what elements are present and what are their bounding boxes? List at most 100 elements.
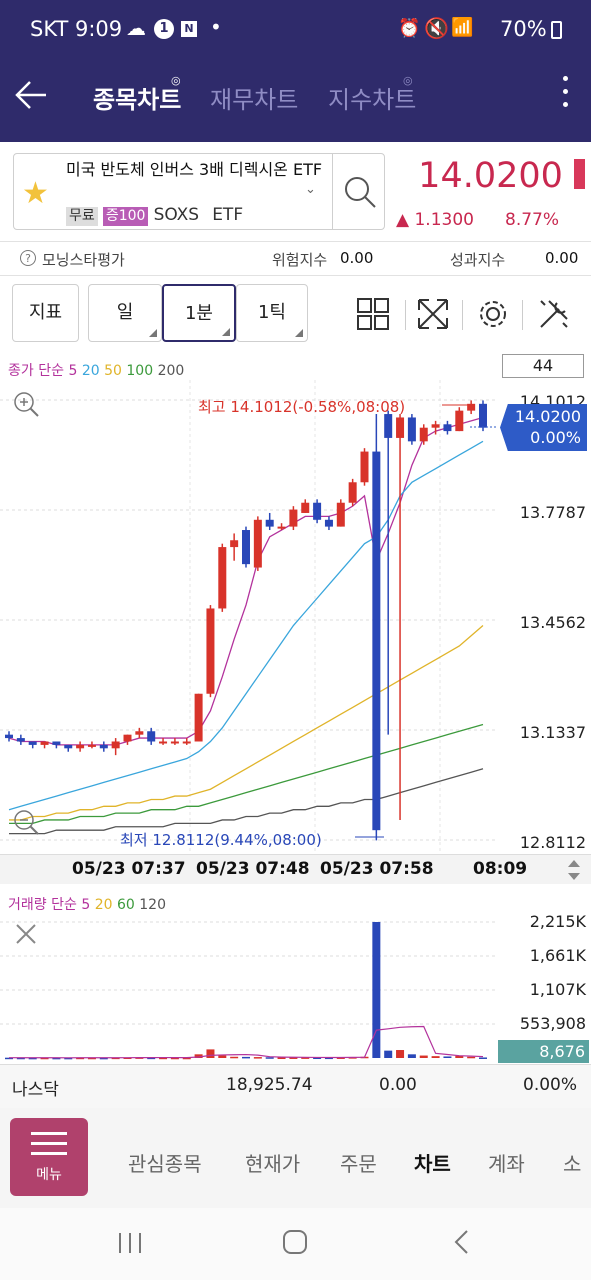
candle-body (479, 403, 487, 428)
legend-ma100: 100 (126, 363, 154, 379)
candle-body (242, 530, 250, 565)
candle-body (313, 502, 322, 520)
candle-body (99, 744, 108, 749)
period-1tick-button[interactable]: 1틱 (236, 284, 308, 342)
perf-label: 성과지수 (450, 251, 506, 269)
nav-current-price[interactable]: 현재가 (245, 1152, 301, 1176)
back-icon[interactable] (452, 1229, 470, 1255)
current-price-badge: 14.0200 0.00% (500, 404, 587, 451)
zoom-out-icon[interactable] (12, 808, 40, 836)
indicator-button[interactable]: 지표 (12, 284, 79, 342)
volume-ma5-line (8, 1025, 484, 1059)
favorite-star-icon[interactable]: ★ (22, 176, 49, 211)
volume-bar (87, 1057, 96, 1060)
count-box[interactable]: 44 (502, 354, 584, 378)
volume-chart[interactable] (0, 912, 591, 1062)
menu-button[interactable]: 메뉴 (10, 1118, 88, 1196)
settings-gear-icon[interactable] (476, 297, 510, 331)
tab-financial-chart[interactable]: 재무차트 (210, 86, 299, 114)
candle-body (230, 540, 239, 548)
tab-stock-chart[interactable]: ◎ 종목차트 (93, 74, 182, 114)
current-price: 14.0200 (418, 156, 563, 196)
volume-bar (147, 1057, 156, 1060)
wifi-icon: 📶 (451, 17, 474, 38)
resize-handle-icon[interactable] (566, 857, 582, 883)
nav-account[interactable]: 계좌 (488, 1152, 525, 1176)
legend-ma200: 200 (157, 363, 185, 379)
search-icon[interactable] (343, 175, 377, 209)
volume-bar (467, 1056, 476, 1059)
nav-watchlist[interactable]: 관심종목 (128, 1152, 202, 1176)
stock-ticker: SOXS (153, 205, 200, 225)
expand-icon[interactable] (416, 297, 450, 331)
candle-body (467, 403, 476, 411)
legend-ma50: 50 (104, 363, 122, 379)
grid-layout-icon[interactable] (357, 298, 389, 330)
more-menu-icon[interactable] (563, 76, 569, 107)
candle-body (253, 519, 262, 568)
volume-bar (289, 1057, 298, 1059)
legend-ma20: 20 (81, 363, 100, 379)
nav-chart[interactable]: 차트 (414, 1152, 451, 1176)
volume-bar (182, 1057, 191, 1060)
candle-body (40, 741, 49, 745)
app-bar: ◎ 종목차트 재무차트 ◎ 지수차트 (0, 62, 591, 142)
x-tick-2: 05/23 07:48 (196, 859, 310, 879)
menu-label: 메뉴 (36, 1167, 62, 1183)
system-nav-bar (0, 1208, 591, 1280)
vol-legend-ma20: 20 (94, 897, 113, 913)
low-annotation: 최저 12.8112(9.44%,08:00) (120, 831, 322, 849)
close-icon[interactable] (14, 922, 38, 946)
price-block: 14.0200 (400, 156, 585, 196)
candle-body (170, 741, 179, 744)
y-tick-4: 13.1337 (519, 723, 586, 742)
info-row: ? 모닝스타평가 위험지수 0.00 성과지수 0.00 (0, 241, 591, 276)
price-change-pct: 8.77% (505, 210, 560, 230)
volume-bar (194, 1054, 203, 1058)
candle-body (111, 741, 120, 749)
candle-body (455, 410, 464, 432)
time-axis (0, 854, 591, 884)
tools-icon[interactable] (537, 297, 571, 331)
home-icon[interactable] (282, 1229, 308, 1255)
stock-type: ETF (212, 205, 244, 225)
candle-body (419, 427, 428, 442)
vol-tick-4: 553,908 (519, 1014, 586, 1033)
candle-body (52, 741, 61, 745)
volume-bar (384, 1050, 393, 1058)
volume-bar (206, 1049, 215, 1058)
x-tick-4: 08:09 (473, 859, 528, 879)
current-volume-badge: 8,676 (498, 1040, 589, 1063)
candle-body (76, 744, 85, 749)
nav-order[interactable]: 주문 (340, 1152, 377, 1176)
high-annotation: 최고 14.1012(-0.58%,08:08) (198, 398, 406, 416)
candle-body (64, 744, 73, 749)
chevron-down-icon[interactable]: ⌄ (305, 182, 316, 197)
candle-body (87, 744, 96, 747)
period-1min-button[interactable]: 1분 (162, 284, 236, 342)
back-arrow-icon[interactable] (14, 79, 50, 111)
legend-ma5: 5 (68, 363, 78, 379)
candle-body (396, 417, 405, 438)
market-index: 18,925.74 (226, 1075, 313, 1095)
zoom-in-icon[interactable] (12, 390, 40, 418)
volume-bar (170, 1057, 179, 1060)
vol-tick-1: 2,215K (529, 912, 586, 931)
ma-line-5 (8, 416, 484, 746)
recent-apps-icon[interactable] (117, 1231, 143, 1255)
volume-bar (407, 1054, 416, 1058)
volume-bar (52, 1057, 61, 1060)
tab-index-chart[interactable]: ◎ 지수차트 (328, 74, 417, 114)
help-icon[interactable]: ? (20, 250, 36, 266)
tab-badge-icon: ◎ (403, 74, 413, 87)
candle-body (16, 738, 25, 742)
volume-bar (479, 1057, 487, 1059)
price-chart[interactable] (0, 380, 591, 855)
candle-body (206, 608, 215, 694)
period-day-button[interactable]: 일 (88, 284, 162, 342)
stock-selector[interactable]: ★ 미국 반도체 인버스 3배 디렉시온 ETF ⌄ 무료 증100 SOXS … (13, 153, 385, 230)
volume-bar (159, 1057, 168, 1060)
nav-more[interactable]: 소 (563, 1152, 582, 1176)
volume-legend: 거래량 단순 5 20 60 120 (8, 894, 166, 914)
naver-icon: N (181, 21, 197, 37)
